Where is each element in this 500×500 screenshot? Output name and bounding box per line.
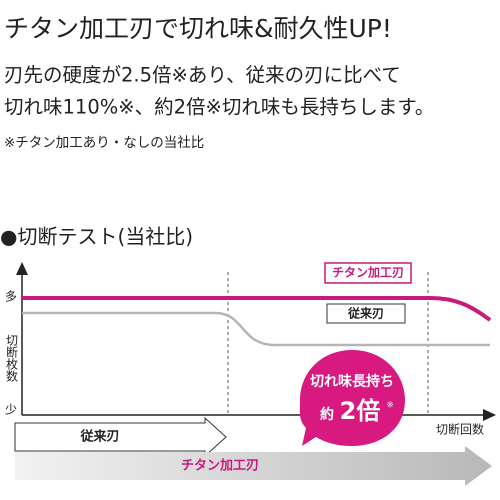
y-top: 多 [5,290,17,304]
legend-titanium: チタン加工刃 [332,265,404,280]
x-label: 切断回数 [436,422,484,437]
titanium-arrow [15,446,492,486]
y-arrow [16,262,28,275]
y-bottom: 少 [5,403,17,417]
y-label: 切断枚数 [5,334,19,383]
callout-line: 切れ味長持ち [310,373,394,390]
callout-prefix: 約 [320,406,334,423]
arrow-label: 従来刃 [79,429,119,445]
callout-emphasis: 2倍 [340,397,381,425]
arrow-label: チタン加工刃 [181,459,259,474]
body-line: 刃先の硬度が2.5倍※あり、従来の刃に比べて [4,64,401,87]
figure-title: ●切断テスト(当社比) [0,225,193,249]
legend-conventional: 従来刃 [347,306,384,321]
titanium-curve [22,296,492,322]
title: チタン加工刃で切れ味&耐久性UP! [4,14,392,43]
callout-bubble [299,350,405,446]
note: ※チタン加工あり・なしの当社比 [4,135,204,151]
body-line: 切れ味110%※、約2倍※切れ味も長持ちします。 [4,96,434,119]
conventional-arrow [14,416,227,458]
callout-mark: ※ [386,401,394,411]
legend-box [326,303,406,324]
x-arrow [483,409,496,421]
conventional-curve [22,311,490,347]
legend-box [324,262,412,284]
